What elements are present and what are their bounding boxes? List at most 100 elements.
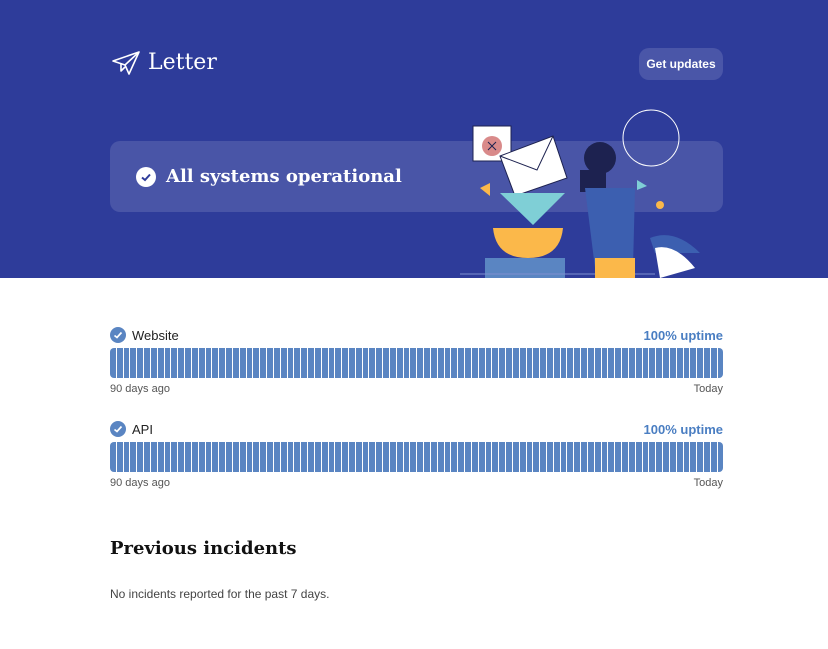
uptime-day-bar[interactable] [110,348,116,378]
uptime-day-bar[interactable] [458,442,465,472]
uptime-day-bar[interactable] [717,442,723,472]
uptime-day-bar[interactable] [465,348,471,378]
uptime-day-bar[interactable] [444,348,451,378]
uptime-day-bar[interactable] [294,442,301,472]
uptime-day-bar[interactable] [348,348,355,378]
uptime-day-bar[interactable] [253,442,260,472]
uptime-day-bar[interactable] [690,348,697,378]
uptime-day-bar[interactable] [683,348,690,378]
uptime-day-bar[interactable] [581,442,587,472]
uptime-day-bar[interactable] [424,442,430,472]
uptime-day-bar[interactable] [335,348,342,378]
uptime-day-bar[interactable] [417,442,424,472]
uptime-day-bar[interactable] [321,442,328,472]
uptime-day-bar[interactable] [615,348,622,378]
uptime-day-bar[interactable] [376,442,383,472]
uptime-day-bar[interactable] [601,442,608,472]
uptime-day-bar[interactable] [130,348,137,378]
uptime-day-bar[interactable] [512,442,519,472]
uptime-day-bar[interactable] [478,442,485,472]
uptime-day-bar[interactable] [697,442,704,472]
uptime-day-bar[interactable] [301,442,308,472]
uptime-day-bar[interactable] [383,442,389,472]
uptime-day-bar[interactable] [594,348,601,378]
uptime-day-bar[interactable] [628,348,635,378]
uptime-day-bar[interactable] [519,348,526,378]
uptime-day-bar[interactable] [465,442,471,472]
uptime-day-bar[interactable] [492,348,499,378]
uptime-day-bar[interactable] [219,348,226,378]
uptime-day-bar[interactable] [430,348,437,378]
uptime-day-bar[interactable] [328,442,335,472]
uptime-day-bar[interactable] [642,348,649,378]
uptime-day-bar[interactable] [410,348,417,378]
uptime-day-bar[interactable] [710,442,717,472]
uptime-day-bar[interactable] [260,442,267,472]
uptime-day-bar[interactable] [328,348,335,378]
uptime-day-bar[interactable] [403,348,410,378]
uptime-day-bar[interactable] [287,442,294,472]
uptime-day-bar[interactable] [485,442,492,472]
uptime-day-bar[interactable] [362,442,369,472]
uptime-day-bar[interactable] [635,442,642,472]
uptime-day-bar[interactable] [704,348,710,378]
uptime-day-bar[interactable] [144,442,150,472]
uptime-day-bar[interactable] [656,442,663,472]
uptime-day-bar[interactable] [417,348,424,378]
uptime-day-bar[interactable] [185,348,191,378]
uptime-day-bar[interactable] [267,442,273,472]
uptime-day-bar[interactable] [164,442,171,472]
uptime-day-bar[interactable] [116,348,123,378]
uptime-day-bar[interactable] [273,442,280,472]
uptime-day-bar[interactable] [553,442,560,472]
uptime-day-bar[interactable] [369,442,376,472]
uptime-day-bar[interactable] [219,442,226,472]
uptime-day-bar[interactable] [560,442,567,472]
uptime-day-bar[interactable] [150,442,157,472]
uptime-day-bar[interactable] [587,348,594,378]
uptime-day-bar[interactable] [676,442,683,472]
uptime-day-bar[interactable] [628,442,635,472]
uptime-day-bar[interactable] [697,348,704,378]
uptime-day-bar[interactable] [171,442,178,472]
uptime-day-bar[interactable] [567,348,574,378]
uptime-day-bar[interactable] [533,442,540,472]
uptime-day-bar[interactable] [547,442,553,472]
uptime-day-bar[interactable] [376,348,383,378]
uptime-day-bar[interactable] [622,442,628,472]
uptime-day-bar[interactable] [355,442,362,472]
uptime-day-bar[interactable] [635,348,642,378]
uptime-day-bar[interactable] [601,348,608,378]
uptime-day-bar[interactable] [669,442,676,472]
uptime-day-bar[interactable] [676,348,683,378]
uptime-day-bar[interactable] [430,442,437,472]
uptime-day-bar[interactable] [547,348,553,378]
uptime-day-bar[interactable] [191,348,198,378]
uptime-day-bar[interactable] [232,348,239,378]
uptime-day-bar[interactable] [239,348,246,378]
uptime-day-bar[interactable] [287,348,294,378]
uptime-day-bar[interactable] [301,348,308,378]
uptime-day-bar[interactable] [280,442,287,472]
uptime-day-bar[interactable] [567,442,574,472]
uptime-day-bar[interactable] [267,348,273,378]
uptime-day-bar[interactable] [615,442,622,472]
uptime-day-bar[interactable] [178,442,185,472]
uptime-day-bar[interactable] [669,348,676,378]
uptime-day-bar[interactable] [451,442,458,472]
uptime-day-bar[interactable] [389,348,396,378]
uptime-day-bar[interactable] [198,442,205,472]
uptime-day-bar[interactable] [574,348,581,378]
uptime-day-bar[interactable] [683,442,690,472]
uptime-day-bar[interactable] [690,442,697,472]
uptime-day-bar[interactable] [540,348,546,378]
uptime-day-bar[interactable] [205,442,212,472]
uptime-day-bar[interactable] [150,348,157,378]
uptime-day-bar[interactable] [587,442,594,472]
uptime-day-bar[interactable] [246,348,253,378]
uptime-day-bar[interactable] [130,442,137,472]
uptime-day-bar[interactable] [581,348,587,378]
uptime-day-bar[interactable] [157,348,164,378]
uptime-day-bar[interactable] [710,348,717,378]
uptime-day-bar[interactable] [383,348,389,378]
